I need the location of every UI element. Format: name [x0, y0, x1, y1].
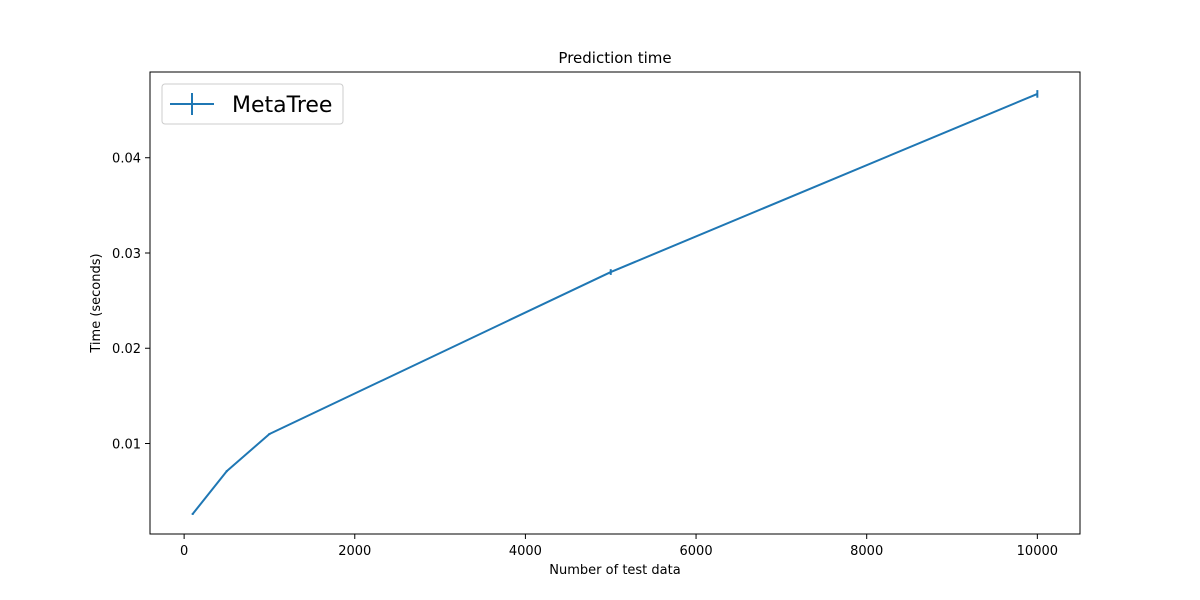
x-tick-label: 0	[180, 544, 188, 559]
y-tick-label: 0.03	[112, 247, 141, 262]
legend-label: MetaTree	[232, 93, 332, 118]
x-tick-label: 8000	[850, 544, 883, 559]
y-tick-label: 0.04	[112, 152, 141, 167]
legend-box	[161, 83, 344, 125]
x-axis: 0 2000 4000 6000 8000 10000	[180, 534, 1058, 559]
x-axis-title: Number of test data	[549, 563, 680, 578]
legend: MetaTree	[161, 83, 344, 125]
series-layer	[191, 90, 1039, 515]
x-tick-label: 2000	[338, 544, 371, 559]
series-line	[191, 92, 1038, 515]
plot-frame	[149, 71, 1081, 535]
x-tick-label: 4000	[509, 544, 542, 559]
y-axis: 0.01 0.02 0.03 0.04	[112, 152, 150, 453]
y-tick-label: 0.02	[112, 342, 141, 357]
plot-area	[149, 71, 1081, 535]
chart-title: Prediction time	[558, 49, 671, 67]
y-axis-title: Time (seconds)	[89, 253, 104, 353]
x-tick-label: 6000	[680, 544, 713, 559]
y-tick-label: 0.01	[112, 438, 141, 453]
x-tick-label: 10000	[1017, 544, 1058, 559]
